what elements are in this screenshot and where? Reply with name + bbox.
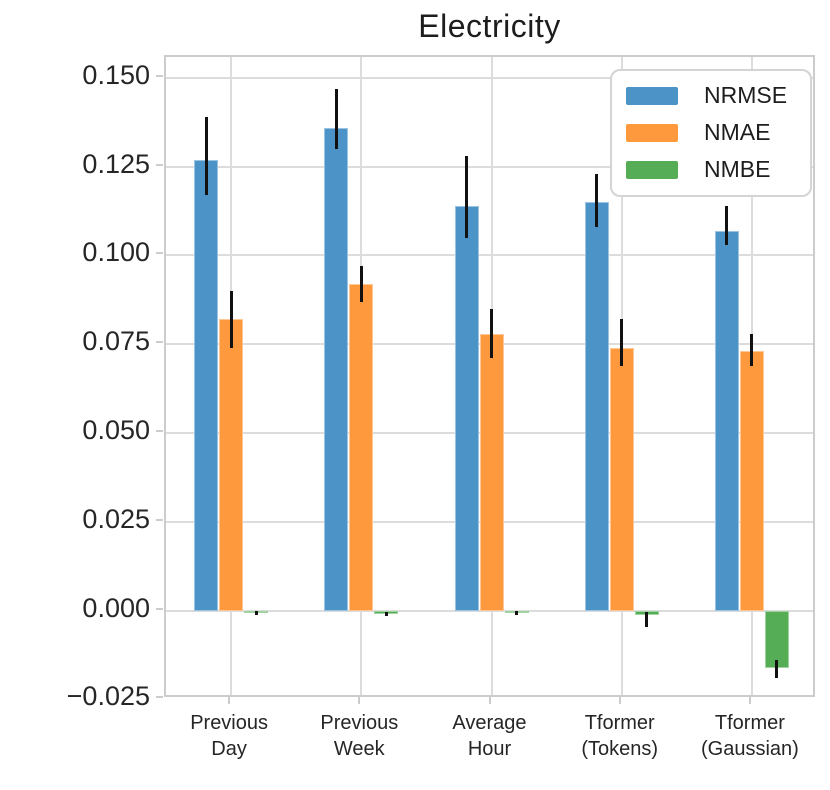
x-tick-mark	[618, 697, 621, 704]
y-tick-mark	[156, 696, 163, 699]
bar-nrmse-tformer-gaussian	[714, 230, 739, 611]
legend-label-nmae: NMAE	[704, 119, 771, 145]
bar-nmae-average-hour	[479, 333, 504, 611]
x-tick-label-previous-day: Previous Day	[190, 712, 268, 760]
error-bar-nmbe-previous-week	[384, 611, 388, 617]
y-tick-mark	[156, 252, 163, 255]
error-bar-nmae-tformer-gaussian	[750, 333, 754, 366]
y-tick-label: 0.150	[82, 59, 150, 90]
error-bar-nmbe-tformer-gaussian	[775, 660, 779, 679]
x-tick-mark	[748, 697, 751, 704]
error-bar-nmae-previous-week	[359, 266, 363, 302]
x-tick-label-tformer-gaussian: Tformer (Gaussian)	[700, 712, 799, 760]
legend-item-nmbe: NMBE	[626, 156, 794, 183]
error-bar-nmae-average-hour	[490, 308, 493, 359]
x-tick-label-tformer-tokens: Tformer (Tokens)	[581, 712, 659, 760]
legend-item-nrmse: NRMSE	[626, 82, 794, 109]
y-tick-mark	[156, 518, 163, 521]
y-tick-mark	[156, 430, 163, 433]
legend-swatch-nmae	[626, 123, 678, 142]
y-tick-label: 0.050	[82, 415, 150, 446]
error-bar-nrmse-previous-week	[334, 88, 338, 149]
x-tick-mark	[488, 697, 491, 704]
chart-title: Electricity	[418, 8, 561, 44]
y-tick-label: 0.100	[82, 237, 150, 268]
bar-nmae-tformer-gaussian	[739, 351, 764, 611]
error-bar-nrmse-tformer-tokens	[595, 173, 599, 228]
x-tick-label-average-hour: Average Hour	[452, 712, 527, 760]
bar-nmbe-tformer-gaussian	[764, 610, 789, 669]
legend-label-nmbe: NMBE	[704, 156, 771, 182]
bar-nrmse-previous-day	[194, 159, 219, 611]
y-tick-mark	[156, 74, 163, 77]
x-tick-mark	[228, 697, 231, 704]
y-tick-label: 0.125	[82, 148, 150, 179]
x-tick-label-previous-week: Previous Week	[320, 712, 399, 760]
bar-nrmse-average-hour	[454, 205, 479, 611]
error-bar-nmbe-tformer-tokens	[645, 612, 649, 628]
error-bar-nrmse-tformer-gaussian	[725, 205, 729, 245]
y-gridline	[166, 609, 813, 612]
legend-swatch-nmbe	[626, 160, 678, 179]
y-gridline	[166, 254, 813, 257]
y-tick-mark	[156, 341, 163, 344]
error-bar-nmae-tformer-tokens	[620, 319, 624, 366]
legend-item-nmae: NMAE	[626, 119, 794, 146]
bar-nrmse-previous-week	[324, 127, 349, 611]
y-gridline	[166, 165, 813, 168]
bar-nrmse-tformer-tokens	[584, 202, 609, 611]
y-tick-label: 0.025	[82, 503, 150, 534]
error-bar-nrmse-previous-day	[204, 117, 208, 196]
y-tick-label: −0.025	[66, 681, 150, 712]
legend-swatch-nrmse	[626, 86, 678, 105]
y-tick-label: 0.075	[82, 326, 150, 357]
legend: NRMSE NMAE NMBE	[610, 69, 812, 197]
x-tick-mark	[358, 697, 361, 704]
error-bar-nmbe-average-hour	[515, 610, 518, 615]
y-tick-mark	[156, 163, 163, 166]
error-bar-nmae-previous-day	[229, 291, 233, 348]
bar-nmae-tformer-tokens	[609, 347, 634, 611]
error-bar-nrmse-average-hour	[465, 156, 468, 238]
error-bar-nmbe-previous-day	[254, 610, 258, 615]
bar-nmae-previous-week	[349, 283, 374, 611]
y-tick-label: 0.000	[82, 592, 150, 623]
y-gridline	[166, 76, 813, 79]
legend-label-nrmse: NRMSE	[704, 82, 788, 108]
y-tick-mark	[156, 607, 163, 610]
bar-nmae-previous-day	[219, 319, 244, 611]
